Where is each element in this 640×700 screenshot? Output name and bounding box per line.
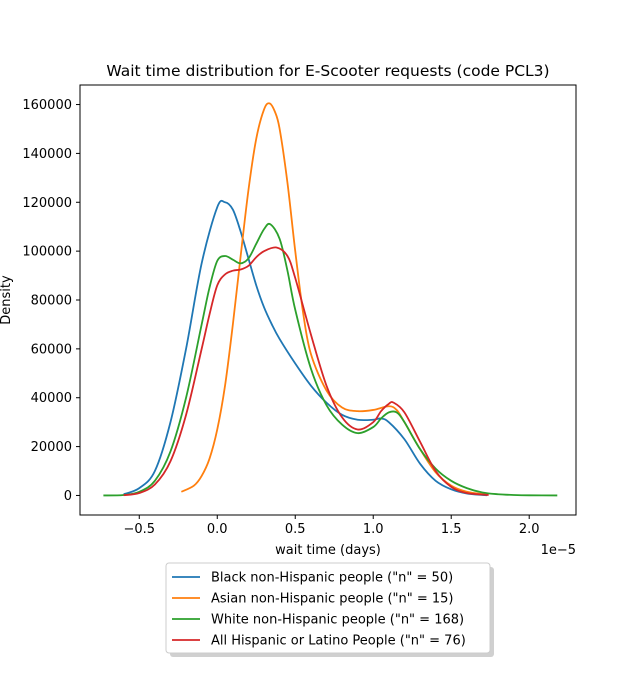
y-tick-label: 60000 (31, 342, 72, 357)
legend-label-4: All Hispanic or Latino People ("n" = 76) (211, 634, 466, 649)
y-tick-label: 0 (64, 489, 72, 504)
y-axis: 0 20000 40000 60000 80000 100000 120000 140000 1… (22, 98, 80, 504)
legend-label-3: White non-Hispanic people ("n" = 168) (211, 613, 464, 628)
series-line-1 (123, 199, 488, 497)
legend: Black non-Hispanic people ("n" = 50) Asia… (165, 562, 494, 657)
y-tick-label: 140000 (22, 147, 72, 162)
x-tick-label: 0.0 (207, 522, 228, 537)
x-axis-offset-text: 1e−5 (541, 543, 576, 558)
x-tick-label: 1.5 (441, 522, 462, 537)
x-tick-label: 1.0 (363, 522, 384, 537)
y-tick-label: 80000 (31, 294, 72, 309)
x-tick-label: −0.5 (123, 522, 155, 537)
series-line-4 (123, 246, 489, 497)
series-line-3 (103, 222, 558, 497)
y-tick-label: 100000 (22, 245, 72, 260)
y-tick-label: 20000 (31, 440, 72, 455)
y-tick-label: 160000 (22, 98, 72, 113)
y-tick-label: 40000 (31, 391, 72, 406)
legend-items: Black non-Hispanic people ("n" = 50) Asia… (172, 571, 466, 649)
y-tick-label: 120000 (22, 196, 72, 211)
x-tick-label: 2.0 (519, 522, 540, 537)
legend-label-2: Asian non-Hispanic people ("n" = 15) (211, 592, 454, 607)
legend-box (165, 562, 491, 654)
legend-label-1: Black non-Hispanic people ("n" = 50) (211, 571, 453, 586)
chart-title: Wait time distribution for E-Scooter req… (106, 62, 549, 80)
x-axis-label: wait time (days) (275, 543, 381, 558)
y-axis-label: Density (0, 275, 14, 325)
x-tick-label: 0.5 (285, 522, 306, 537)
series-layer (103, 102, 558, 497)
x-axis: −0.5 0.0 0.5 1.0 1.5 2.0 (123, 515, 540, 537)
